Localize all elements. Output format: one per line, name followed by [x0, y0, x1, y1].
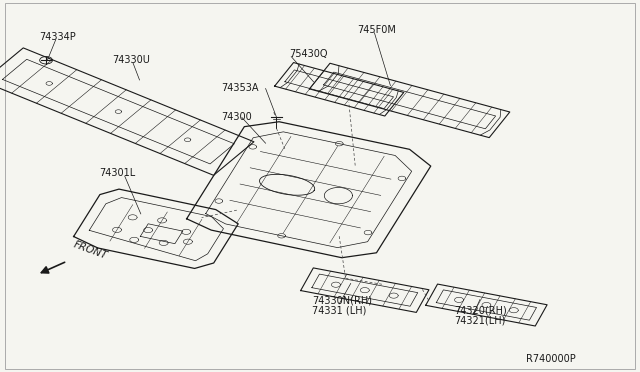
Text: 745F0M: 745F0M: [357, 25, 396, 35]
Text: FRONT: FRONT: [72, 239, 108, 261]
Text: 74300: 74300: [221, 112, 252, 122]
Text: 74320(RH): 74320(RH): [454, 305, 507, 315]
Text: 75430Q: 75430Q: [289, 48, 328, 58]
Text: 74330N(RH): 74330N(RH): [312, 296, 372, 306]
Text: 74334P: 74334P: [40, 32, 76, 42]
Text: 74353A: 74353A: [221, 83, 259, 93]
Text: 74321(LH): 74321(LH): [454, 315, 506, 326]
Text: 74330U: 74330U: [112, 55, 150, 65]
Text: 74331 (LH): 74331 (LH): [312, 305, 367, 315]
Text: R740000P: R740000P: [526, 353, 576, 363]
Text: 74301L: 74301L: [99, 168, 136, 178]
